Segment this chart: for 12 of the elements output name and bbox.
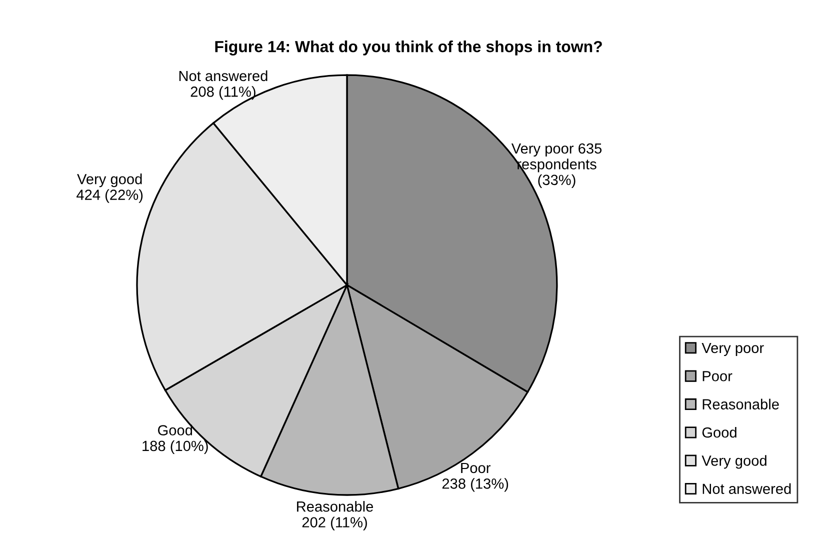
data-label: Poor 238 (13%) — [442, 462, 508, 492]
legend-label: Reasonable — [702, 398, 779, 410]
data-label: Very good 424 (22%) — [76, 174, 143, 203]
legend-label: Not answered — [702, 483, 791, 494]
legend-label: Very good — [702, 455, 766, 469]
data-label: Reasonable 202 (11%) — [297, 501, 374, 530]
data-label: Not answered 208 (11%) — [179, 70, 268, 100]
chart-title: Figure 14: What do you think of the shops in town? — [215, 40, 602, 56]
data-label: Good 188 (10%) — [142, 424, 208, 454]
legend-label: Very poor — [702, 342, 764, 356]
legend-label: Poor — [702, 371, 732, 382]
legend-label: Good — [702, 426, 736, 438]
